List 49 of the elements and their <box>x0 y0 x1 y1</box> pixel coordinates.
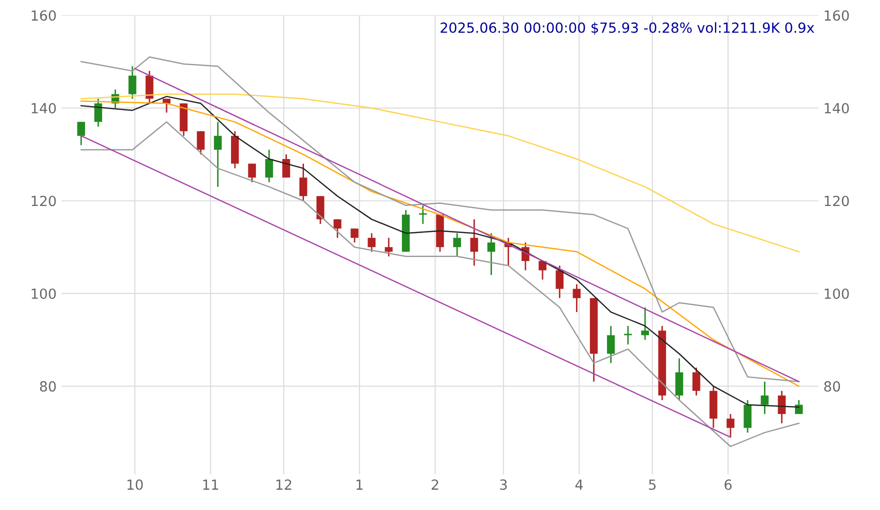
y2-tick-label: 160 <box>824 10 849 21</box>
x-tick-label: 11 <box>203 480 218 490</box>
x-tick-label: 2 <box>432 479 438 490</box>
candlestick <box>196 130 205 156</box>
x-tick-label: 1 <box>356 480 363 490</box>
x-tick-label: 10 <box>128 479 143 490</box>
candlestick <box>487 232 496 276</box>
candlestick <box>214 121 222 188</box>
candlestick <box>384 237 393 258</box>
y-tick-label: 80 <box>40 381 56 392</box>
y-tick-label: 140 <box>32 102 56 114</box>
candlestick <box>299 162 308 202</box>
candlestick <box>77 121 86 146</box>
y-tick-label: 120 <box>32 196 56 206</box>
candlestick <box>470 218 478 266</box>
y2-tick-label: 120 <box>824 196 849 206</box>
candlestick <box>316 195 324 225</box>
candlestick <box>760 380 769 415</box>
y2-tick-label: 100 <box>824 288 849 299</box>
candlestick <box>538 260 546 280</box>
candlestick <box>556 264 564 299</box>
x-tick-label: 4 <box>575 480 583 490</box>
candlestick <box>334 218 342 239</box>
candlestick <box>146 70 154 104</box>
line-series <box>80 121 800 448</box>
candlestick <box>572 284 581 313</box>
x-tick-label: 5 <box>649 480 656 490</box>
candlestick <box>692 366 700 396</box>
candlestick <box>94 98 102 128</box>
x-tick-label: 6 <box>724 479 732 490</box>
x-tick-label: 3 <box>500 479 507 490</box>
candlestick <box>675 358 684 401</box>
candlestick <box>368 232 376 252</box>
candlestick <box>128 66 136 100</box>
y2-tick-label: 140 <box>824 102 849 114</box>
candlestick <box>641 306 649 341</box>
x-tick-label: 12 <box>276 479 292 490</box>
candlestick <box>744 399 752 434</box>
candlestick <box>248 162 256 183</box>
chart-title: 2025.06.30 00:00:00 $75.93 -0.28% vol:1211.9K 0.9x <box>440 22 814 35</box>
y-tick-label: 100 <box>32 288 56 299</box>
line-series <box>80 93 800 252</box>
y-tick-label: 160 <box>32 10 56 21</box>
candlestick <box>265 149 274 183</box>
candlestick <box>606 325 615 364</box>
y2-tick-label: 80 <box>824 381 840 392</box>
candlestick <box>453 232 461 258</box>
candlestick <box>350 228 358 244</box>
candlestick <box>726 413 734 438</box>
